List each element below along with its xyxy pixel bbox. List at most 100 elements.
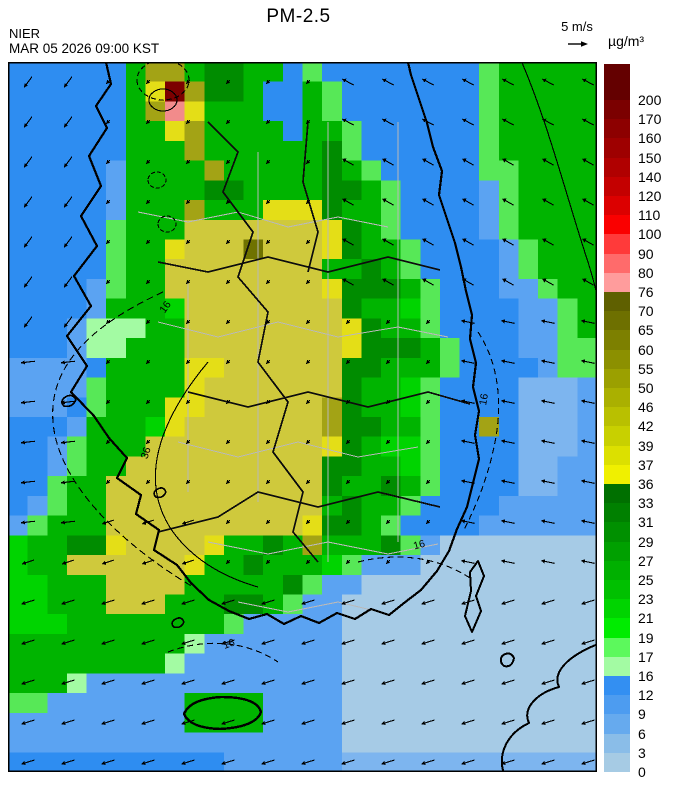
map-cell (223, 594, 245, 615)
map-cell (145, 377, 166, 398)
wind-arrow-head (422, 238, 427, 243)
map-cell (106, 633, 127, 655)
wind-arrow-head (501, 760, 506, 765)
map-cell (479, 594, 500, 615)
map-cell (557, 614, 578, 635)
colorbar-segment (604, 560, 630, 581)
map-cell (27, 62, 48, 83)
colorbar-segment (604, 484, 630, 504)
map-cell (538, 200, 559, 221)
map-cell (184, 318, 205, 339)
wind-arrow-head (266, 359, 271, 364)
wind-arrow-head (141, 720, 146, 725)
map-cell (577, 653, 598, 674)
map-cell (518, 495, 539, 517)
wind-arrow-head (141, 680, 146, 685)
map-cell (557, 259, 578, 280)
map-cell (577, 259, 598, 280)
map-cell (106, 121, 127, 142)
map-cell (223, 752, 245, 773)
map-frame (8, 62, 597, 772)
map-cell (439, 574, 461, 596)
map-cell (459, 712, 480, 734)
map-cell (223, 219, 245, 241)
wind-reference-arrow-icon (568, 41, 588, 47)
map-cell (322, 101, 343, 122)
map-cell (479, 515, 500, 536)
map-cell (66, 180, 88, 201)
map-cell (341, 81, 362, 103)
wind-arrow-head (342, 238, 347, 243)
colorbar-segment (604, 272, 630, 293)
map-cell (420, 456, 441, 477)
map-cell (322, 160, 343, 181)
wind-arrow-head (541, 399, 546, 404)
map-cell (341, 732, 362, 753)
map-cell (538, 653, 559, 674)
map-cell (243, 140, 264, 162)
map-cell (27, 535, 48, 556)
map-cell (184, 495, 205, 517)
map-cell (439, 298, 461, 319)
wind-arrow-head (461, 439, 466, 444)
wind-arrow-head (382, 278, 387, 283)
wind-arrow-head (386, 319, 391, 324)
wind-arrow-head (581, 559, 586, 564)
map-cell (282, 338, 304, 359)
map-cell (106, 476, 127, 497)
map-cell (302, 555, 323, 576)
colorbar-tick-label: 42 (638, 418, 654, 435)
map-cell (243, 278, 264, 300)
map-cell (66, 456, 88, 477)
map-cell (282, 693, 304, 714)
map-cell (8, 259, 29, 280)
map-cell (47, 712, 68, 734)
map-cell (204, 298, 225, 319)
wind-arrow-head (106, 359, 111, 364)
map-cell (381, 239, 402, 260)
wind-arrow-head (422, 198, 427, 203)
map-cell (577, 357, 598, 379)
map-cell (498, 693, 520, 714)
wind-arrow-head (301, 680, 306, 685)
map-cell (479, 81, 500, 103)
map-cell (498, 732, 520, 753)
map-cell (263, 515, 284, 536)
map-cell (498, 574, 520, 596)
map-cell (439, 62, 461, 83)
map-cell (106, 693, 127, 714)
map-cell (518, 732, 539, 753)
map-cell (577, 515, 598, 536)
map-cell (145, 594, 166, 615)
map-cell (243, 259, 264, 280)
contour-line (148, 88, 178, 112)
map-cell (165, 712, 186, 734)
map-cell (125, 62, 147, 83)
map-cell (557, 160, 578, 181)
map-cell (420, 200, 441, 221)
wind-arrow-head (142, 520, 147, 525)
map-cell (47, 338, 68, 359)
concentration-colorbar: 200 170 160 150 140 120 110 100 90 80 76 70 65 60 55 50… (604, 64, 673, 779)
wind-arrow-head (61, 720, 66, 725)
map-cell (223, 377, 245, 398)
colorbar-tick-label: 9 (638, 706, 646, 723)
wind-arrow-head (501, 439, 506, 444)
colorbar-segment (604, 580, 630, 600)
map-cell (439, 614, 461, 635)
map-cell (518, 653, 539, 674)
map-cell (479, 555, 500, 576)
map-cell (165, 121, 186, 142)
map-cell (322, 200, 343, 221)
map-cell (400, 555, 421, 576)
map-cell (165, 476, 186, 497)
map-cell (518, 673, 539, 694)
map-cell (8, 397, 29, 418)
map-cell (263, 653, 284, 674)
wind-arrow-head (341, 600, 346, 605)
map-cell (282, 180, 304, 201)
map-cell (223, 417, 245, 438)
map-cell (8, 732, 29, 753)
map-cell (106, 574, 127, 596)
map-cell (106, 200, 127, 221)
